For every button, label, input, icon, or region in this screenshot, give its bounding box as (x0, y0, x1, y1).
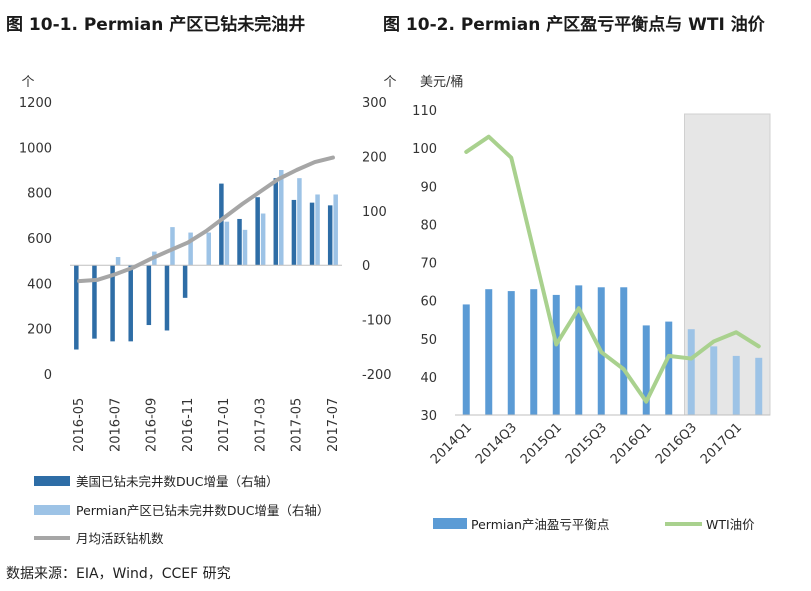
chart1-bar-permian-duc (170, 227, 175, 266)
chart1-bar-permian-duc (333, 194, 338, 266)
chart1-title: 图 10-1. Permian 产区已钻未完油井 (6, 14, 305, 35)
chart2-y-tick: 80 (420, 218, 437, 233)
chart2-x-tick: 2014Q1 (428, 420, 475, 467)
chart1-bar-us-duc (219, 183, 224, 266)
chart2-y-tick: 100 (412, 142, 437, 157)
chart1-x-tick: 2017-01 (217, 398, 232, 452)
chart1-bar-us-duc (327, 205, 333, 266)
chart1-left-tick: 1000 (19, 141, 52, 156)
chart2-bar-breakeven (507, 291, 515, 415)
chart2-bar-breakeven (665, 321, 673, 415)
chart2-bar-breakeven (687, 329, 695, 415)
chart1-right-tick: -100 (362, 314, 392, 329)
chart2-line-wti (464, 134, 761, 404)
chart1-bar-us-duc (92, 265, 97, 339)
chart1-bar-us-duc (255, 197, 260, 266)
chart2-x-tick: 2017Q1 (698, 420, 745, 467)
chart1-bar-us-duc (237, 218, 242, 266)
chart1-right-tick: 300 (362, 96, 387, 111)
chart2-y-tick: 40 (420, 371, 437, 386)
legend-swatch-permian-duc (34, 505, 70, 515)
chart1-x-tick: 2017-03 (253, 398, 268, 452)
chart2-y-tick: 90 (420, 180, 437, 195)
chart1-left-tick: 0 (44, 368, 52, 383)
chart2-x-tick: 2016Q1 (608, 420, 655, 467)
chart1-bar-us-duc (146, 265, 152, 326)
chart1-left-tick: 1200 (19, 96, 52, 111)
legend-label-breakeven: Permian产油盈亏平衡点 (471, 517, 609, 532)
chart1-x-tick: 2016-11 (181, 398, 196, 452)
chart1-line-rig-count (77, 155, 335, 284)
chart1-x-tick: 2017-07 (326, 398, 341, 452)
chart1-left-tick: 600 (27, 232, 52, 247)
chart2-bar-breakeven (710, 346, 718, 415)
chart2-unit: 美元/桶 (420, 75, 463, 90)
source-note: 数据来源：EIA，Wind，CCEF 研究 (6, 566, 231, 582)
chart1-left-tick: 800 (27, 187, 52, 202)
chart2-bar-breakeven (732, 355, 740, 415)
chart1-x-tick: 2016-05 (72, 398, 87, 452)
chart2-bar-breakeven (530, 289, 538, 415)
chart1-right-tick: 200 (362, 150, 387, 165)
chart2-bar-breakeven (642, 325, 650, 415)
chart2-y-tick: 50 (420, 333, 437, 348)
chart1-bar-permian-duc (224, 221, 230, 266)
chart2-legend: Permian产油盈亏平衡点 WTI油价 (433, 517, 755, 532)
chart2-title: 图 10-2. Permian 产区盈亏平衡点与 WTI 油价 (383, 14, 766, 35)
chart2-y-tick: 60 (420, 295, 437, 310)
chart1-x-tick: 2016-07 (108, 398, 123, 452)
chart2-bar-breakeven (755, 357, 763, 415)
legend-label-us-duc: 美国已钻未完井数DUC增量（右轴） (76, 474, 279, 489)
chart1-bar-us-duc (309, 202, 315, 266)
chart1-bar-us-duc (110, 265, 115, 342)
chart1-right-tick: -200 (362, 368, 392, 383)
chart1-left-unit: 个 (21, 75, 34, 90)
chart1-bar-us-duc (74, 265, 79, 350)
legend-swatch-breakeven (433, 518, 467, 529)
chart1-right-tick: 0 (362, 259, 370, 274)
chart1-bar-permian-duc (188, 232, 193, 266)
legend-swatch-us-duc (34, 476, 70, 486)
chart1-bar-permian-duc (242, 229, 248, 266)
chart1-bar-permian-duc (297, 178, 302, 266)
chart2-bar-breakeven (620, 287, 628, 415)
chart1-plot: 0 200 400 600 800 1000 1200 -200 -100 0 100 200 300 2… (19, 96, 392, 452)
chart2-x-tick: 2016Q3 (653, 420, 700, 467)
chart1-bar-permian-duc (206, 232, 211, 266)
chart1-x-tick: 2017-05 (290, 398, 305, 452)
chart2-x-tick: 2015Q3 (563, 420, 610, 467)
chart1-bar-us-duc (273, 178, 279, 266)
chart1-bar-permian-duc (115, 257, 121, 266)
chart2-y-tick: 70 (420, 257, 437, 272)
chart1-bar-permian-duc (315, 194, 320, 266)
chart1-x-tick: 2016-09 (145, 398, 160, 452)
chart1-left-tick: 400 (27, 277, 52, 292)
chart1-bar-permian-duc (279, 170, 284, 266)
chart1-bar-us-duc (128, 265, 133, 342)
chart2-bar-breakeven (575, 285, 583, 415)
chart1-legend: 美国已钻未完井数DUC增量（右轴） Permian产区已钻未完井数DUC增量（右… (34, 474, 329, 546)
chart1-bar-permian-duc (260, 213, 266, 266)
chart2-x-tick: 2014Q3 (473, 420, 520, 467)
chart2-bar-breakeven (485, 289, 493, 415)
legend-label-permian-duc: Permian产区已钻未完井数DUC增量（右轴） (76, 503, 329, 518)
legend-label-rig-line: 月均活跃钻机数 (76, 531, 164, 546)
chart1-bar-us-duc (164, 265, 170, 331)
chart2-plot: 304050607080901001102014Q12014Q32015Q120… (412, 104, 771, 467)
chart2-bar-breakeven (552, 294, 560, 415)
chart2-x-tick: 2015Q1 (518, 420, 565, 467)
chart2-y-tick: 110 (412, 104, 437, 119)
chart1-right-unit: 个 (383, 75, 396, 90)
chart2-y-tick: 30 (420, 409, 437, 424)
chart2-bar-breakeven (462, 304, 470, 415)
chart1-right-tick: 100 (362, 205, 387, 220)
chart1-bar-us-duc (291, 199, 297, 266)
chart1-bar-us-duc (182, 265, 188, 298)
chart1-left-tick: 200 (27, 323, 52, 338)
legend-label-wti: WTI油价 (706, 517, 755, 532)
